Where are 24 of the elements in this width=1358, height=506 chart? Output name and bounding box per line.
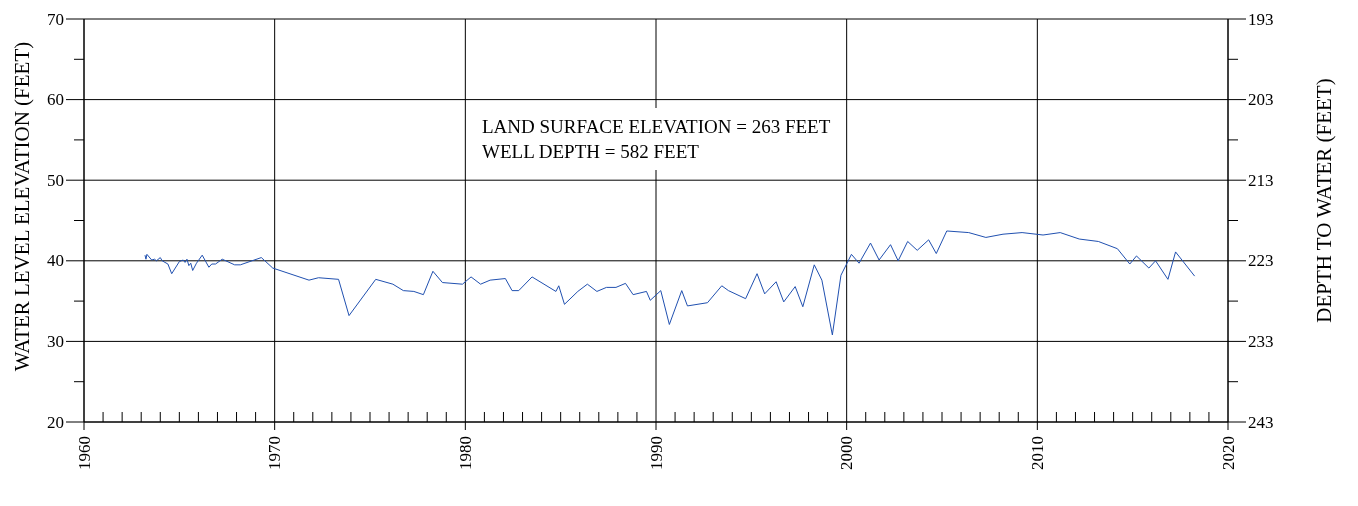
x-tick-label: 1970 bbox=[265, 436, 285, 470]
y2-tick-label: 213 bbox=[1248, 170, 1274, 190]
x-tick-label: 1980 bbox=[455, 436, 475, 470]
x-tick-label: 2010 bbox=[1027, 436, 1047, 470]
y-tick-label: 50 bbox=[47, 170, 64, 190]
x-tick-label: 1990 bbox=[646, 436, 666, 470]
annotation: LAND SURFACE ELEVATION = 263 FEET bbox=[482, 115, 831, 139]
x-tick-label: 1960 bbox=[74, 436, 94, 470]
y2-tick-label: 243 bbox=[1248, 412, 1274, 432]
y-tick-label: 60 bbox=[47, 90, 64, 110]
annotation: WELL DEPTH = 582 FEET bbox=[482, 140, 700, 164]
y2-axis-title: DEPTH TO WATER (FEET) bbox=[1312, 78, 1336, 323]
y-tick-label: 70 bbox=[47, 9, 64, 29]
x-tick-label: 2020 bbox=[1218, 436, 1238, 470]
y-axis-title: WATER LEVEL ELEVATION (FEET) bbox=[10, 41, 34, 372]
y-tick-label: 30 bbox=[47, 331, 64, 351]
y2-tick-label: 233 bbox=[1248, 331, 1274, 351]
y-tick-label: 20 bbox=[47, 412, 64, 432]
y2-tick-label: 223 bbox=[1248, 251, 1274, 271]
line-series bbox=[144, 230, 1196, 336]
y-tick-label: 40 bbox=[47, 251, 64, 271]
y2-tick-label: 203 bbox=[1248, 90, 1274, 110]
y2-tick-label: 193 bbox=[1248, 9, 1274, 29]
x-tick-label: 2000 bbox=[837, 436, 857, 470]
